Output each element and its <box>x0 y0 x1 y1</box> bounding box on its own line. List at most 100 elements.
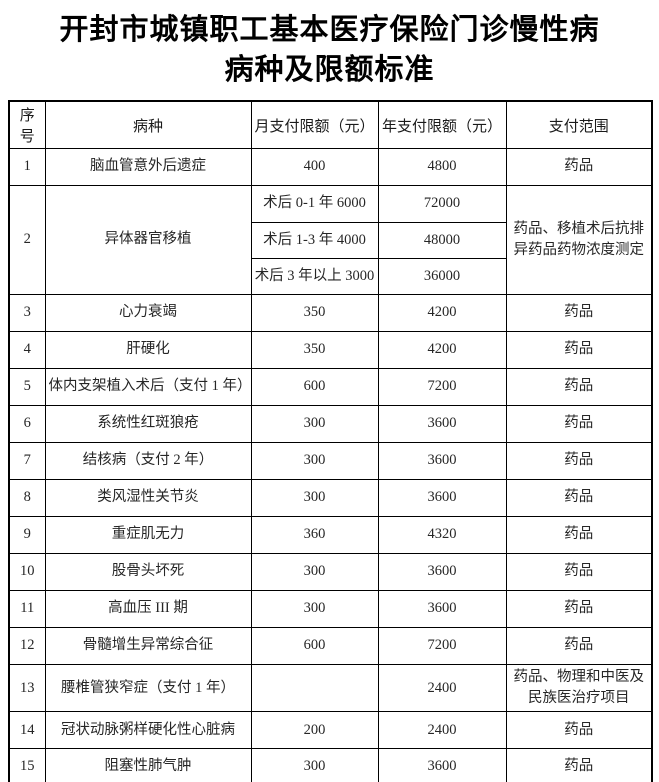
table-row: 术后 3 年以上 3000 36000 <box>9 258 652 295</box>
cell-serial: 9 <box>8 516 46 554</box>
table-row: 1 脑血管意外后遗症 400 4800 药品 <box>8 148 653 186</box>
page-title-line1: 开封市城镇职工基本医疗保险门诊慢性病 <box>59 14 600 46</box>
cell-yearly-limit: 3600 <box>377 479 507 517</box>
cell-yearly-limit: 4320 <box>377 516 507 554</box>
cell-scope: 药品 <box>505 711 653 750</box>
cell-scope: 药品 <box>505 331 653 369</box>
cell-serial: 13 <box>8 663 46 713</box>
cell-serial: 10 <box>8 553 46 591</box>
cell-scope: 药品、移植术后抗排异药品药物浓度测定 <box>505 185 653 295</box>
cell-scope: 药品 <box>505 294 653 332</box>
cell-disease: 心力衰竭 <box>44 294 252 332</box>
cell-disease: 重症肌无力 <box>44 516 252 554</box>
table-row: 2 异体器官移植 术后 0-1 年 6000 72000 药品、移植术后抗排异药品药物浓… <box>8 185 653 295</box>
cell-serial: 11 <box>8 590 46 628</box>
cell-serial: 12 <box>8 627 46 665</box>
col-header-monthly-limit: 月支付限额（元） <box>250 100 379 149</box>
cell-scope: 药品 <box>505 479 653 517</box>
cell-yearly-limit: 72000 <box>377 185 507 223</box>
cell-scope: 药品 <box>505 748 653 782</box>
cell-yearly-limit: 3600 <box>377 442 507 480</box>
cell-scope: 药品 <box>505 405 653 443</box>
table-row: 5 体内支架植入术后（支付 1 年） 600 7200 药品 <box>8 368 653 406</box>
cell-yearly-limit: 4200 <box>377 331 507 369</box>
cell-disease: 类风湿性关节炎 <box>44 479 252 517</box>
col-header-yearly-limit: 年支付限额（元） <box>377 100 507 149</box>
table-row: 术后 1-3 年 4000 48000 <box>9 222 652 259</box>
cell-monthly-limit: 400 <box>250 148 379 186</box>
cell-monthly-limit: 350 <box>250 331 379 369</box>
cell-disease: 骨髓增生异常综合征 <box>44 627 252 665</box>
col-header-disease: 病种 <box>44 100 252 149</box>
cell-yearly-limit: 3600 <box>377 553 507 591</box>
col-header-scope: 支付范围 <box>505 100 653 149</box>
table-row: 4 肝硬化 350 4200 药品 <box>8 331 653 369</box>
cell-monthly-limit: 600 <box>250 627 379 665</box>
cell-yearly-limit: 7200 <box>377 368 507 406</box>
table-row: 8 类风湿性关节炎 300 3600 药品 <box>8 479 653 517</box>
cell-monthly-limit: 300 <box>250 479 379 517</box>
cell-monthly-limit <box>250 663 379 713</box>
cell-serial: 14 <box>8 711 46 750</box>
cell-yearly-limit: 7200 <box>377 627 507 665</box>
cell-monthly-limit: 术后 0-1 年 6000 <box>250 185 379 223</box>
cell-disease: 高血压 III 期 <box>44 590 252 628</box>
cell-serial: 6 <box>8 405 46 443</box>
cell-monthly-limit: 350 <box>250 294 379 332</box>
document-title: 开封市城镇职工基本医疗保险门诊慢性病 病种及限额标准 <box>0 0 659 98</box>
table-row: 15 阻塞性肺气肿 300 3600 药品 <box>8 748 653 782</box>
cell-disease: 系统性红斑狼疮 <box>44 405 252 443</box>
cell-serial: 4 <box>8 331 46 369</box>
table-row: 3 心力衰竭 350 4200 药品 <box>8 294 653 332</box>
cell-monthly-limit: 术后 3 年以上 3000 <box>250 258 379 295</box>
table-row: 7 结核病（支付 2 年） 300 3600 药品 <box>8 442 653 480</box>
cell-monthly-limit: 300 <box>250 442 379 480</box>
cell-yearly-limit: 48000 <box>377 222 507 259</box>
cell-monthly-limit: 300 <box>250 405 379 443</box>
cell-serial: 1 <box>8 148 46 186</box>
cell-serial: 15 <box>8 748 46 782</box>
cell-disease: 脑血管意外后遗症 <box>44 148 252 186</box>
table-row: 14 冠状动脉粥样硬化性心脏病 200 2400 药品 <box>8 711 653 750</box>
cell-disease: 异体器官移植 <box>44 185 252 295</box>
cell-serial: 5 <box>8 368 46 406</box>
cell-scope: 药品 <box>505 590 653 628</box>
cell-yearly-limit: 4200 <box>377 294 507 332</box>
cell-disease: 阻塞性肺气肿 <box>44 748 252 782</box>
table-row: 9 重症肌无力 360 4320 药品 <box>8 516 653 554</box>
cell-monthly-limit: 300 <box>250 748 379 782</box>
cell-monthly-limit: 200 <box>250 711 379 750</box>
cell-yearly-limit: 2400 <box>377 663 507 713</box>
table-row: 11 高血压 III 期 300 3600 药品 <box>8 590 653 628</box>
cell-scope: 药品 <box>505 148 653 186</box>
cell-yearly-limit: 4800 <box>377 148 507 186</box>
cell-scope: 药品 <box>505 553 653 591</box>
table-header-row: 序号 病种 月支付限额（元） 年支付限额（元） 支付范围 <box>8 100 653 149</box>
chronic-disease-limits-table: 序号 病种 月支付限额（元） 年支付限额（元） 支付范围 1 脑血管意外后遗症 40… <box>8 100 653 782</box>
table-row: 12 骨髓增生异常综合征 600 7200 药品 <box>8 627 653 665</box>
cell-disease: 股骨头坏死 <box>44 553 252 591</box>
table-body: 1 脑血管意外后遗症 400 4800 药品 2 异体器官移植 术后 0-1 年 6000 72… <box>8 148 653 782</box>
cell-disease: 冠状动脉粥样硬化性心脏病 <box>44 711 252 750</box>
cell-serial: 3 <box>8 294 46 332</box>
col-header-serial: 序号 <box>8 100 46 149</box>
cell-scope: 药品 <box>505 442 653 480</box>
cell-yearly-limit: 3600 <box>377 748 507 782</box>
cell-serial: 7 <box>8 442 46 480</box>
cell-monthly-limit: 300 <box>250 590 379 628</box>
cell-monthly-limit: 300 <box>250 553 379 591</box>
table-row: 6 系统性红斑狼疮 300 3600 药品 <box>8 405 653 443</box>
table-row: 13 腰椎管狭窄症（支付 1 年） 2400 药品、物理和中医及民族医治疗项目 <box>8 663 653 713</box>
cell-yearly-limit: 3600 <box>377 590 507 628</box>
cell-serial: 2 <box>8 185 46 295</box>
cell-scope: 药品 <box>505 516 653 554</box>
cell-monthly-limit: 术后 1-3 年 4000 <box>250 222 379 259</box>
cell-yearly-limit: 3600 <box>377 405 507 443</box>
page-title-line2: 病种及限额标准 <box>224 54 435 86</box>
cell-disease: 腰椎管狭窄症（支付 1 年） <box>44 663 252 713</box>
cell-scope: 药品 <box>505 368 653 406</box>
cell-monthly-limit: 600 <box>250 368 379 406</box>
cell-serial: 8 <box>8 479 46 517</box>
cell-yearly-limit: 36000 <box>377 258 507 295</box>
